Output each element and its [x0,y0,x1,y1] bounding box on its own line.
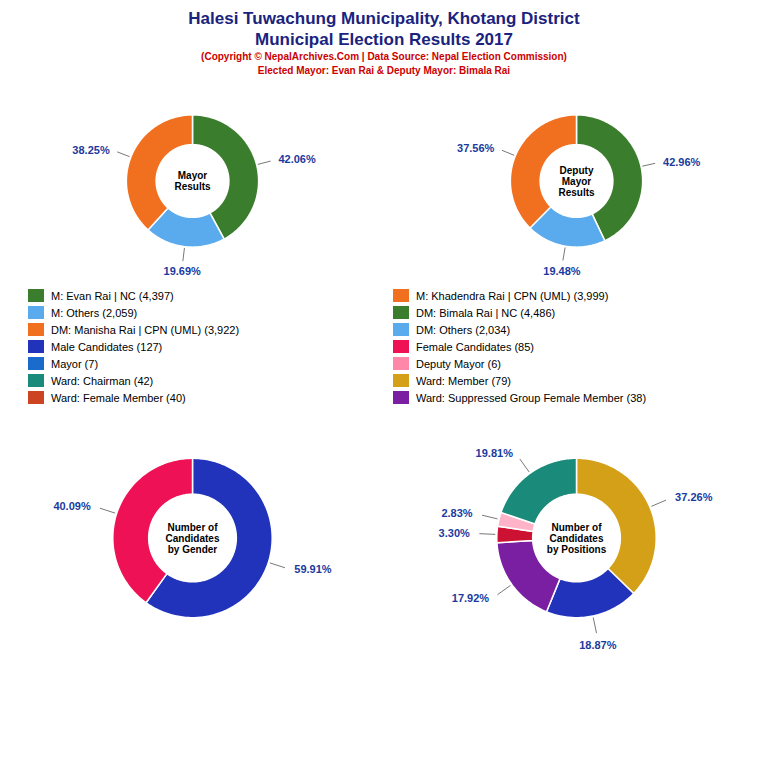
html-text:M: Evan Rai | NC (4,397): M: Evan Rai | NC (4,397) [51,289,174,302]
html-text:M: Others (2,059): M: Others (2,059) [51,306,138,319]
html-text:Elected Mayor: Evan Rai & Depu: Elected Mayor: Evan Rai & Deputy Mayor: … [257,65,511,76]
svg-text:19.48%: 19.48% [543,265,581,277]
svg-text:2.83%: 2.83% [441,507,472,519]
html-text:Ward: Suppressed Group Female: Ward: Suppressed Group Female Member (38… [416,391,647,404]
html-text:Municipal Election Results 201: Municipal Election Results 2017 [255,30,513,49]
html-text:DM: Others (2,034): DM: Others (2,034) [416,323,511,336]
svg-text:19.81%: 19.81% [476,447,514,459]
svg-text:42.06%: 42.06% [278,153,316,165]
html-text:Mayor (7): Mayor (7) [51,357,99,370]
svg-text:Number ofCandidatesby Gender: Number ofCandidatesby Gender [166,522,220,555]
html-text:DM: Bimala Rai | NC (4,486): DM: Bimala Rai | NC (4,486) [416,306,556,319]
html-text:M: Khadendra Rai | CPN (UML) (: M: Khadendra Rai | CPN (UML) (3,999) [416,289,609,302]
html-text:Male Candidates (127): Male Candidates (127) [51,340,163,353]
html-text:Halesi Tuwachung Municipality,: Halesi Tuwachung Municipality, Khotang D… [188,9,580,28]
html-text:(Copyright © NepalArchives.Com: (Copyright © NepalArchives.Com | Data So… [201,51,567,62]
html-text:Female Candidates (85): Female Candidates (85) [416,340,534,353]
svg-text:59.91%: 59.91% [294,563,332,575]
svg-text:37.26%: 37.26% [675,491,713,503]
svg-text:18.87%: 18.87% [579,639,617,651]
html-text:Ward: Member (79): Ward: Member (79) [416,374,511,387]
html-text:Ward: Female Member (40): Ward: Female Member (40) [51,391,186,404]
svg-text:37.56%: 37.56% [457,142,495,154]
svg-text:MayorResults: MayorResults [174,170,211,192]
svg-text:17.92%: 17.92% [452,592,490,604]
svg-text:38.25%: 38.25% [72,144,110,156]
svg-text:DeputyMayorResults: DeputyMayorResults [558,165,595,198]
svg-text:40.09%: 40.09% [53,500,91,512]
svg-text:19.69%: 19.69% [164,265,202,277]
svg-text:42.96%: 42.96% [663,156,701,168]
html-text:DM: Manisha Rai | CPN (UML) (3: DM: Manisha Rai | CPN (UML) (3,922) [51,323,240,336]
html-text:Deputy Mayor (6): Deputy Mayor (6) [416,357,501,370]
html-text:Ward: Chairman (42): Ward: Chairman (42) [51,374,154,387]
svg-text:Number ofCandidatesby Position: Number ofCandidatesby Positions [547,522,607,555]
svg-text:3.30%: 3.30% [439,527,470,539]
